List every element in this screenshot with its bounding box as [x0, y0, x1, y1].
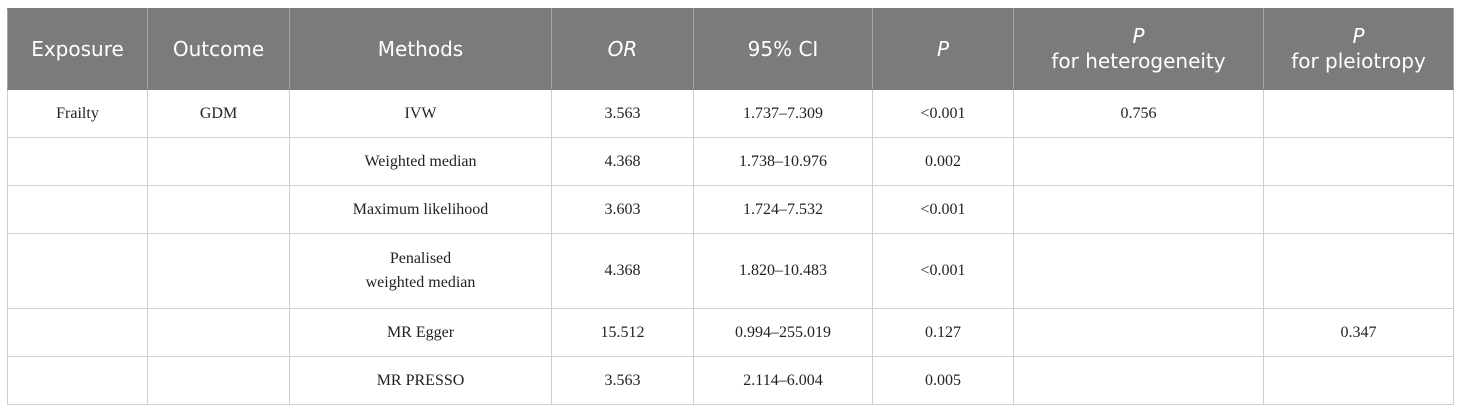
header-methods: Methods — [289, 8, 552, 90]
cell-method-line2: weighted median — [365, 274, 476, 291]
cell-method-line1: Penalised — [389, 250, 452, 267]
header-p-het-text: for heterogeneity — [1051, 49, 1226, 73]
cell-method: MR Egger — [289, 308, 552, 357]
cell-p-het — [1013, 356, 1264, 405]
header-p-pleiotropy: P for pleiotropy — [1263, 8, 1454, 90]
cell-outcome — [147, 137, 290, 186]
cell-ci: 0.994–255.019 — [693, 308, 873, 357]
cell-p: <0.001 — [872, 233, 1014, 309]
cell-p-pleio — [1263, 185, 1454, 234]
header-outcome: Outcome — [147, 8, 290, 90]
cell-p-pleio — [1263, 137, 1454, 186]
cell-p: 0.005 — [872, 356, 1014, 405]
cell-method: Penalised weighted median — [289, 233, 552, 309]
cell-p-het — [1013, 185, 1264, 234]
table-row: Frailty GDM IVW 3.563 1.737–7.309 <0.001… — [7, 89, 1454, 138]
header-p: P — [872, 8, 1014, 90]
header-p-het-symbol: P — [1132, 24, 1145, 48]
cell-p-het — [1013, 233, 1264, 309]
cell-p-pleio — [1263, 89, 1454, 138]
cell-exposure — [7, 356, 148, 405]
cell-ci: 2.114–6.004 — [693, 356, 873, 405]
table-row: Penalised weighted median 4.368 1.820–10… — [7, 233, 1454, 309]
cell-outcome: GDM — [147, 89, 290, 138]
header-p-pleio-text: for pleiotropy — [1291, 49, 1426, 73]
header-or: OR — [551, 8, 694, 90]
cell-outcome — [147, 308, 290, 357]
header-ci-label: 95% CI — [747, 36, 819, 61]
cell-exposure — [7, 308, 148, 357]
cell-method: IVW — [289, 89, 552, 138]
table-row: Maximum likelihood 3.603 1.724–7.532 <0.… — [7, 185, 1454, 234]
header-exposure: Exposure — [7, 8, 148, 90]
cell-ci: 1.737–7.309 — [693, 89, 873, 138]
cell-or: 3.603 — [551, 185, 694, 234]
cell-p-pleio — [1263, 233, 1454, 309]
cell-or: 15.512 — [551, 308, 694, 357]
header-or-label: OR — [607, 36, 638, 61]
cell-method: Maximum likelihood — [289, 185, 552, 234]
header-ci: 95% CI — [693, 8, 873, 90]
cell-or: 4.368 — [551, 233, 694, 309]
cell-exposure — [7, 137, 148, 186]
cell-exposure — [7, 233, 148, 309]
header-row: Exposure Outcome Methods OR 95% CI P P f… — [7, 8, 1454, 90]
table-row: MR PRESSO 3.563 2.114–6.004 0.005 — [7, 356, 1454, 405]
cell-p: 0.002 — [872, 137, 1014, 186]
cell-exposure: Frailty — [7, 89, 148, 138]
cell-p-het: 0.756 — [1013, 89, 1264, 138]
header-p-pleio-symbol: P — [1352, 24, 1365, 48]
cell-outcome — [147, 356, 290, 405]
cell-p: <0.001 — [872, 89, 1014, 138]
table-row: MR Egger 15.512 0.994–255.019 0.127 0.34… — [7, 308, 1454, 357]
cell-method: MR PRESSO — [289, 356, 552, 405]
cell-or: 3.563 — [551, 89, 694, 138]
cell-or: 4.368 — [551, 137, 694, 186]
cell-ci: 1.738–10.976 — [693, 137, 873, 186]
cell-p: <0.001 — [872, 185, 1014, 234]
cell-p-pleio — [1263, 356, 1454, 405]
cell-p: 0.127 — [872, 308, 1014, 357]
header-p-heterogeneity: P for heterogeneity — [1013, 8, 1264, 90]
cell-p-pleio: 0.347 — [1263, 308, 1454, 357]
cell-outcome — [147, 185, 290, 234]
table-row: Weighted median 4.368 1.738–10.976 0.002 — [7, 137, 1454, 186]
cell-p-het — [1013, 137, 1264, 186]
cell-ci: 1.724–7.532 — [693, 185, 873, 234]
mr-results-table: Exposure Outcome Methods OR 95% CI P P f… — [7, 8, 1454, 405]
cell-exposure — [7, 185, 148, 234]
cell-ci: 1.820–10.483 — [693, 233, 873, 309]
header-p-label: P — [936, 36, 950, 61]
cell-method: Weighted median — [289, 137, 552, 186]
cell-outcome — [147, 233, 290, 309]
cell-p-het — [1013, 308, 1264, 357]
cell-or: 3.563 — [551, 356, 694, 405]
